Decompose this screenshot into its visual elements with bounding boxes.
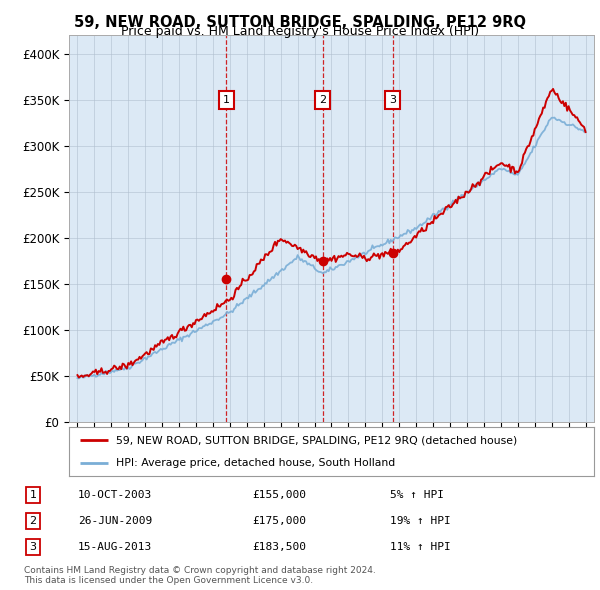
Text: 5% ↑ HPI: 5% ↑ HPI — [390, 490, 444, 500]
Text: 10-OCT-2003: 10-OCT-2003 — [78, 490, 152, 500]
Text: 11% ↑ HPI: 11% ↑ HPI — [390, 542, 451, 552]
Text: £155,000: £155,000 — [252, 490, 306, 500]
Text: 15-AUG-2013: 15-AUG-2013 — [78, 542, 152, 552]
Text: £175,000: £175,000 — [252, 516, 306, 526]
Text: Price paid vs. HM Land Registry's House Price Index (HPI): Price paid vs. HM Land Registry's House … — [121, 25, 479, 38]
Text: 2: 2 — [319, 95, 326, 105]
Text: 2: 2 — [29, 516, 37, 526]
Text: 3: 3 — [29, 542, 37, 552]
Text: Contains HM Land Registry data © Crown copyright and database right 2024.
This d: Contains HM Land Registry data © Crown c… — [24, 566, 376, 585]
Text: 19% ↑ HPI: 19% ↑ HPI — [390, 516, 451, 526]
Text: 59, NEW ROAD, SUTTON BRIDGE, SPALDING, PE12 9RQ: 59, NEW ROAD, SUTTON BRIDGE, SPALDING, P… — [74, 15, 526, 30]
Text: 3: 3 — [389, 95, 397, 105]
Text: HPI: Average price, detached house, South Holland: HPI: Average price, detached house, Sout… — [116, 458, 395, 468]
Text: £183,500: £183,500 — [252, 542, 306, 552]
Text: 1: 1 — [29, 490, 37, 500]
Text: 59, NEW ROAD, SUTTON BRIDGE, SPALDING, PE12 9RQ (detached house): 59, NEW ROAD, SUTTON BRIDGE, SPALDING, P… — [116, 435, 517, 445]
Text: 26-JUN-2009: 26-JUN-2009 — [78, 516, 152, 526]
Text: 1: 1 — [223, 95, 230, 105]
